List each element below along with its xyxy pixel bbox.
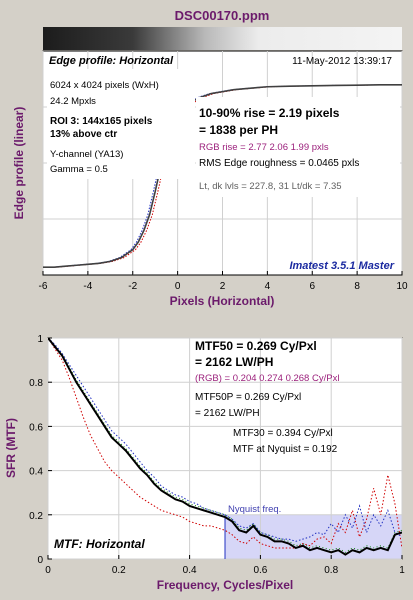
mtf-y-tick-label: 0.8 xyxy=(29,378,43,389)
mtf-nyquist-text: MTF at Nyquist = 0.192 xyxy=(233,444,338,455)
edge-x-ticks: -6 -4 -2 0 2 4 6 8 10 xyxy=(39,271,408,292)
mtf-x-tick-label: 0.2 xyxy=(112,565,126,576)
mtf-y-tick-label: 0.4 xyxy=(29,467,43,478)
channel-text: Y-channel (YA13) xyxy=(50,149,123,160)
edge-x-tick-label: -6 xyxy=(39,281,48,292)
edge-x-tick-label: 6 xyxy=(309,281,315,292)
megapixels-text: 24.2 Mpxls xyxy=(50,96,96,107)
mtf30-text: MTF30 = 0.394 Cy/Pxl xyxy=(233,428,333,439)
nyquist-label: Nyquist freq. xyxy=(228,504,281,515)
mtf-curves xyxy=(48,338,402,556)
mtf-x-axis-label: Frequency, Cycles/Pixel xyxy=(157,578,294,592)
image-size-text: 6024 x 4024 pixels (WxH) xyxy=(50,80,159,91)
mtf50-lwph-text: = 2162 LW/PH xyxy=(195,355,273,369)
edge-y-axis-label: Edge profile (linear) xyxy=(12,107,26,220)
edge-x-tick-label: 0 xyxy=(175,281,181,292)
mtf-y-axis-label: SFR (MTF) xyxy=(4,418,18,478)
mtf-x-tick-label: 0 xyxy=(45,565,51,576)
rgb-rise-text: RGB rise = 2.77 2.06 1.99 pxls xyxy=(199,142,329,153)
mtf-title: MTF: Horizontal xyxy=(54,537,145,551)
mtf-x-tick-label: 1 xyxy=(399,565,405,576)
mtf-x-tick-label: 0.4 xyxy=(183,565,197,576)
edge-x-tick-label: -4 xyxy=(83,281,92,292)
window-title: DSC00170.ppm xyxy=(175,8,270,23)
mtf-x-tick-label: 0.6 xyxy=(253,565,267,576)
mtf-curve-b xyxy=(48,338,402,542)
edge-image-strip xyxy=(43,27,402,50)
edge-x-tick-label: 10 xyxy=(396,281,408,292)
mtf-y-tick-label: 1 xyxy=(37,334,43,345)
mtf50p-lwph-text: = 2162 LW/PH xyxy=(195,408,260,419)
nyquist-region xyxy=(225,514,402,559)
edge-x-tick-label: 4 xyxy=(265,281,271,292)
mtf50-text: MTF50 = 0.269 Cy/Pxl xyxy=(195,339,317,353)
rise-text: 10-90% rise = 2.19 pixels xyxy=(199,106,340,120)
mtf-curve-y xyxy=(48,338,402,556)
mtf-ticks: 0 0.2 0.4 0.6 0.8 1 0 0.2 0.4 0.6 0.8 1 xyxy=(29,334,405,576)
roi-text: ROI 3: 144x165 pixels xyxy=(50,116,153,127)
edge-x-tick-label: 8 xyxy=(354,281,360,292)
imatest-watermark: Imatest 3.5.1 Master xyxy=(289,260,394,272)
rise-per-ph-text: = 1838 per PH xyxy=(199,123,278,137)
levels-text: Lt, dk lvls = 227.8, 31 Lt/dk = 7.35 xyxy=(199,181,342,192)
mtf-y-tick-label: 0.6 xyxy=(29,422,43,433)
mtf-x-tick-label: 0.8 xyxy=(324,565,338,576)
edge-title: Edge profile: Horizontal xyxy=(49,55,174,67)
roughness-text: RMS Edge roughness = 0.0465 pxls xyxy=(199,158,359,169)
edge-info-box xyxy=(47,69,195,179)
edge-x-tick-label: -2 xyxy=(128,281,137,292)
edge-x-tick-label: 2 xyxy=(220,281,226,292)
gamma-text: Gamma = 0.5 xyxy=(50,164,108,175)
mtf-y-tick-label: 0.2 xyxy=(29,511,43,522)
rise-info-box xyxy=(196,97,400,197)
mtf-y-tick-label: 0 xyxy=(37,555,43,566)
edge-x-axis-label: Pixels (Horizontal) xyxy=(170,294,275,308)
mtf50p-text: MTF50P = 0.269 Cy/Pxl xyxy=(195,392,301,403)
rgb-mtf50-text: (RGB) = 0.204 0.274 0.268 Cy/Pxl xyxy=(195,373,339,384)
mtf-curve-r xyxy=(48,338,402,549)
edge-date: 11-May-2012 13:39:17 xyxy=(292,56,392,67)
roi-position-text: 13% above ctr xyxy=(50,129,117,140)
